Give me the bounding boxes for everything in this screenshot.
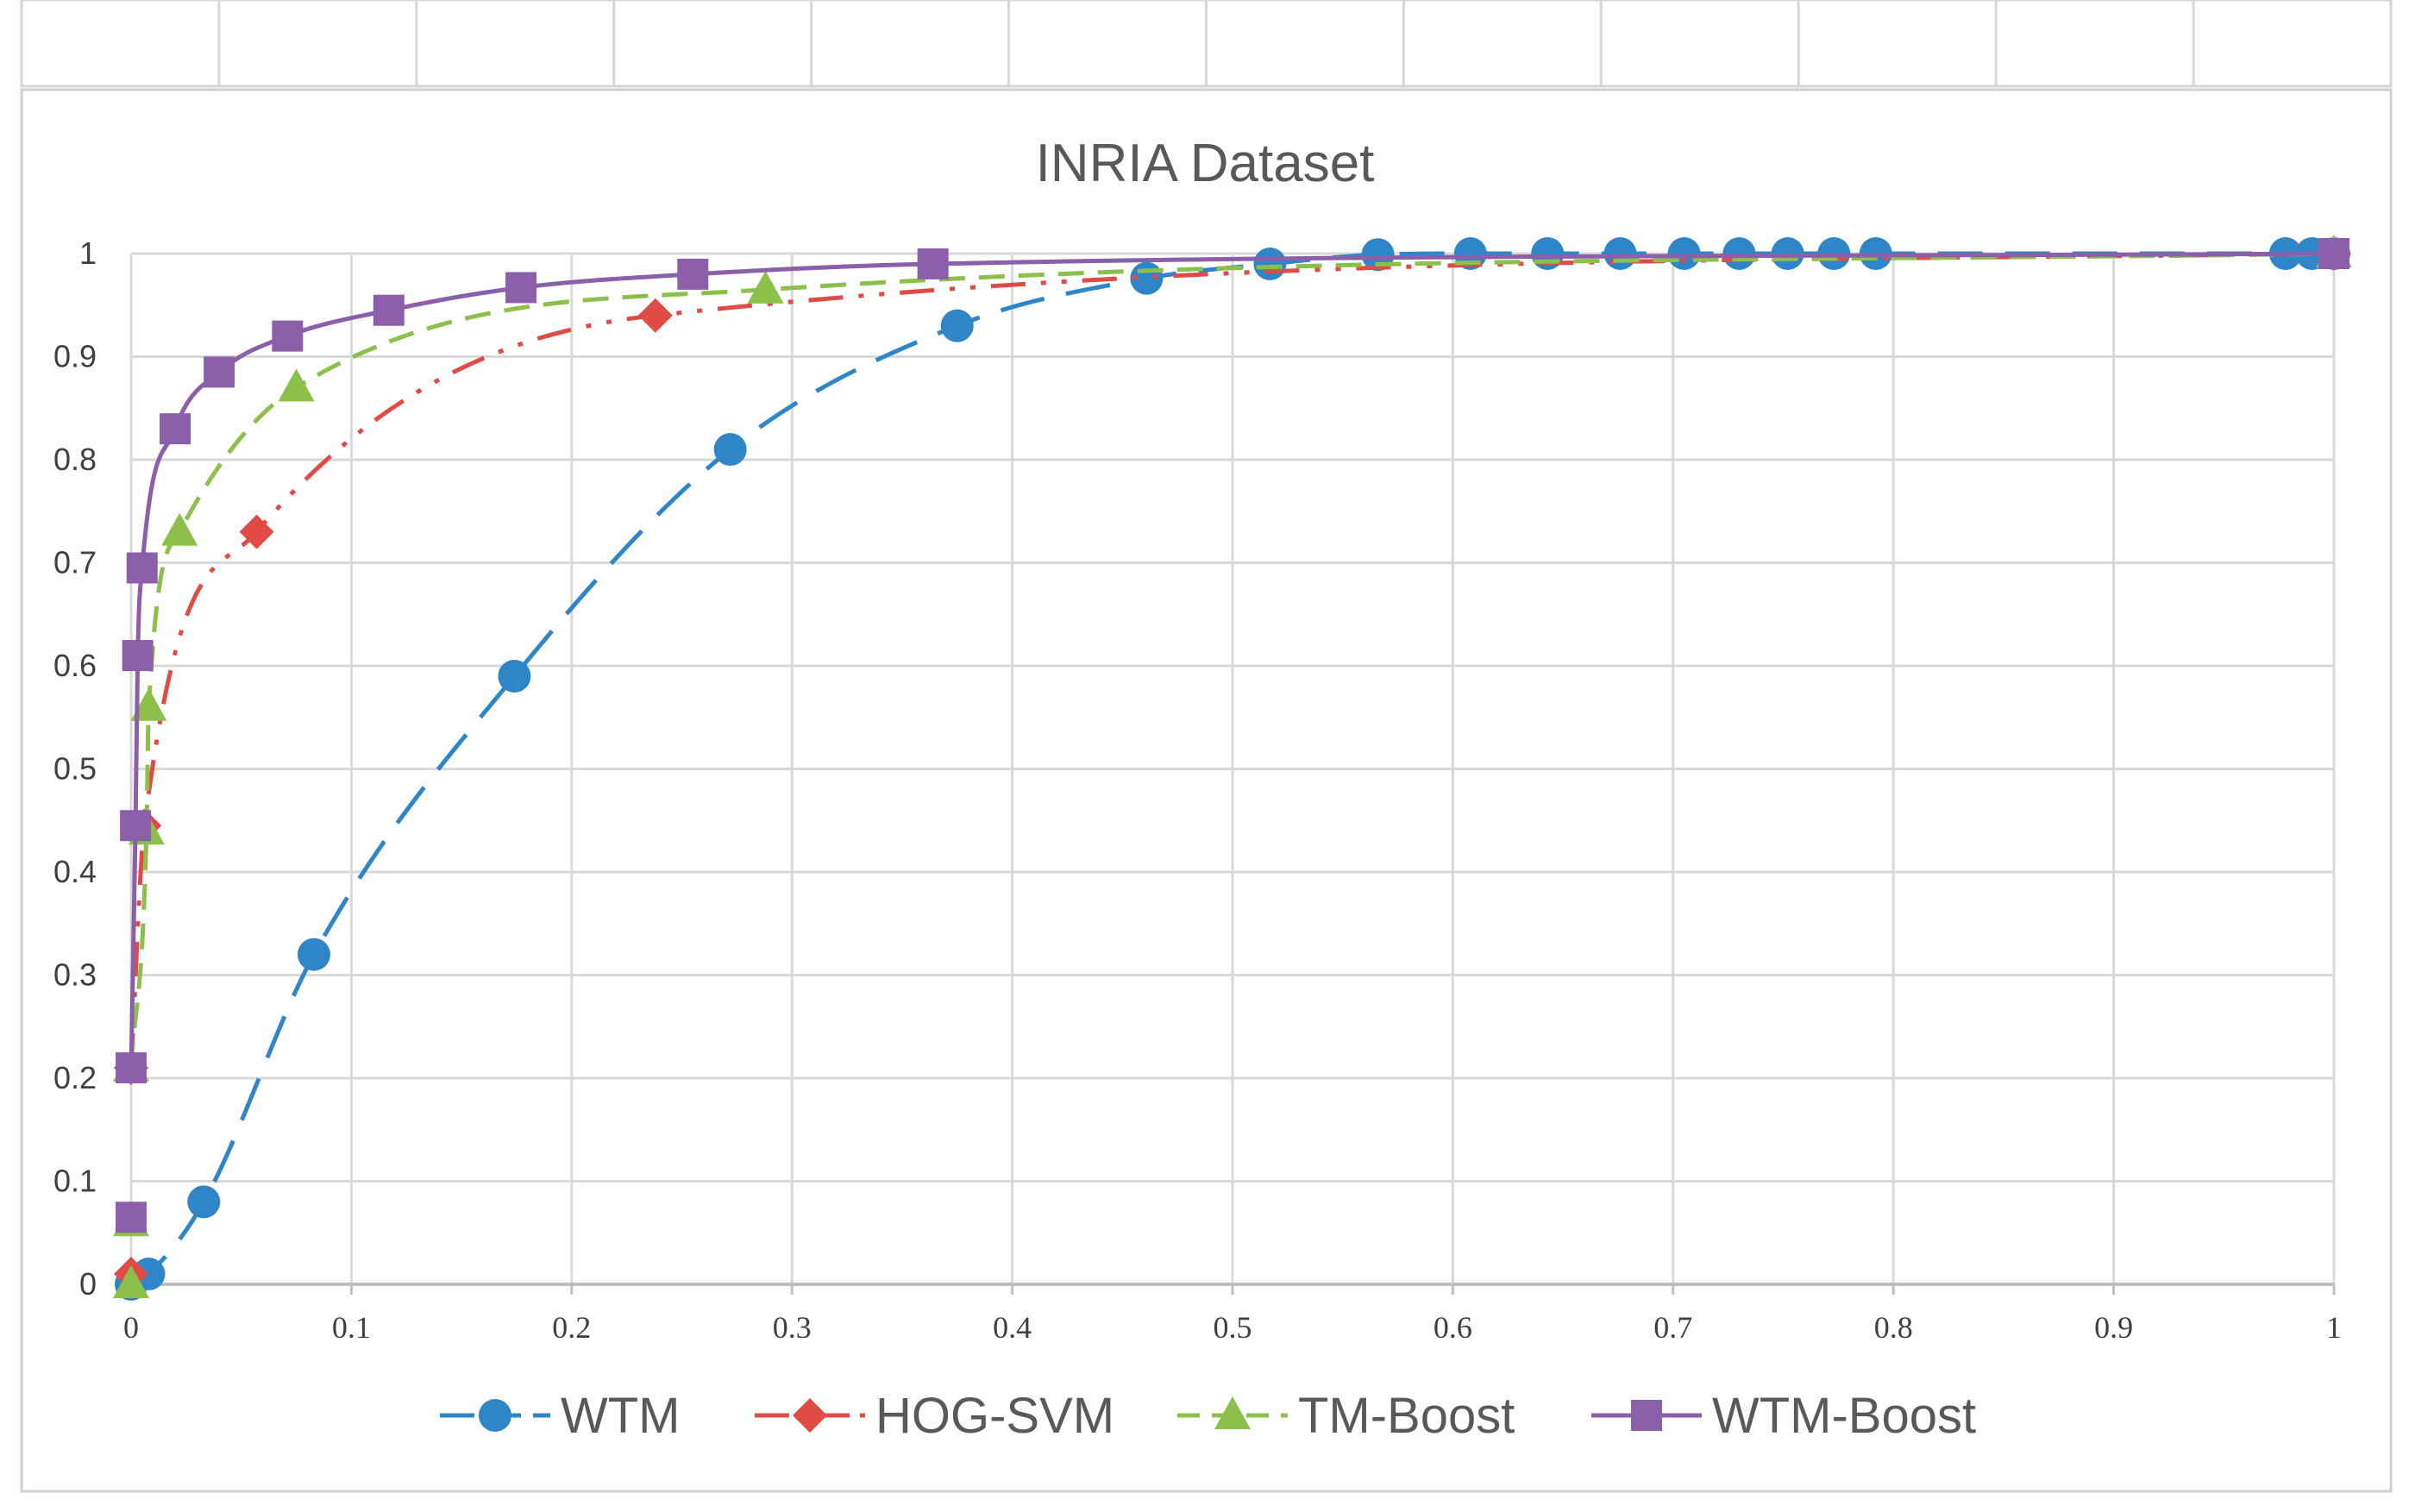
- legend-label: WTM: [561, 1388, 681, 1444]
- data-point: [116, 1201, 147, 1233]
- series-line: [129, 251, 2335, 1069]
- data-point: [2318, 238, 2349, 269]
- data-point: [161, 512, 198, 546]
- data-point: [677, 258, 709, 290]
- data-point: [1667, 237, 1701, 270]
- x-tick-label: 0.7: [1653, 1310, 1692, 1345]
- y-tick-label: 0.6: [53, 648, 97, 683]
- x-tick-label: 0.5: [1214, 1310, 1252, 1345]
- data-point: [272, 320, 304, 352]
- data-point: [373, 294, 405, 326]
- data-point: [122, 640, 154, 672]
- x-tick-label: 0.9: [2094, 1310, 2133, 1345]
- x-tick-label: 0.1: [332, 1310, 371, 1345]
- axes: [129, 1283, 2336, 1295]
- y-tick-label: 0.1: [53, 1164, 97, 1199]
- series-line: [129, 251, 2335, 1069]
- y-tick-labels: 0 0.1 0.2 0.3 0.4 0.5 0.6 0.7 0.8 0.9 1: [53, 235, 97, 1302]
- data-point: [278, 368, 315, 402]
- data-point: [747, 270, 784, 304]
- legend-item-wtm-boost: WTM-Boost: [1591, 1388, 1976, 1444]
- data-point: [126, 552, 158, 584]
- x-tick-labels: 0 0.1 0.2 0.3 0.4 0.5 0.6 0.7 0.8 0.9 1: [123, 1310, 2342, 1345]
- x-tick-label: 0.6: [1433, 1310, 1472, 1345]
- y-tick-label: 0.2: [53, 1060, 97, 1095]
- data-point: [940, 309, 974, 342]
- series-line: [129, 251, 2334, 1287]
- chart-title: INRIA Dataset: [1036, 134, 1375, 193]
- legend-label: WTM-Boost: [1712, 1388, 1976, 1444]
- data-point: [505, 272, 537, 304]
- chart-frame: [20, 88, 2393, 1493]
- x-tick-label: 0.8: [1874, 1310, 1913, 1345]
- legend-marker: [793, 1398, 827, 1433]
- y-tick-label: 1: [79, 235, 97, 271]
- legend-label: HOG-SVM: [875, 1388, 1114, 1444]
- data-point: [297, 938, 330, 971]
- data-point: [498, 659, 531, 693]
- spreadsheet-header-strip: [20, 0, 2393, 88]
- data-point: [239, 514, 274, 549]
- x-tick-label: 0.4: [993, 1310, 1032, 1345]
- series-wtm-boost: [116, 238, 2349, 1233]
- y-tick-label: 0.9: [53, 339, 97, 374]
- legend-marker: [1631, 1400, 1662, 1431]
- legend: WTM HOG-SVM TM-Boost WTM-Boost: [440, 1388, 1976, 1444]
- legend-label: TM-Boost: [1298, 1388, 1515, 1444]
- data-point: [160, 413, 191, 445]
- data-point: [637, 298, 673, 333]
- y-tick-label: 0.4: [53, 854, 97, 889]
- legend-item-wtm: WTM: [440, 1388, 681, 1444]
- series-layer: [113, 235, 2352, 1301]
- x-tick-label: 0.2: [552, 1310, 591, 1345]
- data-point: [204, 356, 235, 388]
- legend-marker: [1214, 1396, 1251, 1429]
- data-point: [116, 1052, 147, 1084]
- data-point: [1253, 247, 1287, 280]
- y-tick-label: 0.7: [53, 545, 97, 580]
- y-tick-label: 0.8: [53, 442, 97, 477]
- x-tick-label: 0.3: [773, 1310, 812, 1345]
- y-tick-label: 0: [79, 1266, 97, 1302]
- legend-marker: [479, 1399, 511, 1432]
- data-point: [1603, 237, 1637, 270]
- y-tick-label: 0.5: [53, 751, 97, 787]
- data-point: [113, 1265, 149, 1298]
- data-point: [713, 433, 747, 467]
- x-tick-label: 0: [123, 1310, 139, 1345]
- data-point: [120, 810, 152, 842]
- data-point: [130, 687, 167, 721]
- data-point: [187, 1185, 221, 1219]
- y-tick-label: 0.3: [53, 957, 97, 993]
- x-tick-label: 1: [2326, 1310, 2342, 1345]
- data-point: [917, 248, 949, 279]
- legend-item-tm-boost: TM-Boost: [1177, 1388, 1515, 1444]
- data-point: [132, 1258, 166, 1291]
- legend-item-hog-svm: HOG-SVM: [755, 1388, 1114, 1444]
